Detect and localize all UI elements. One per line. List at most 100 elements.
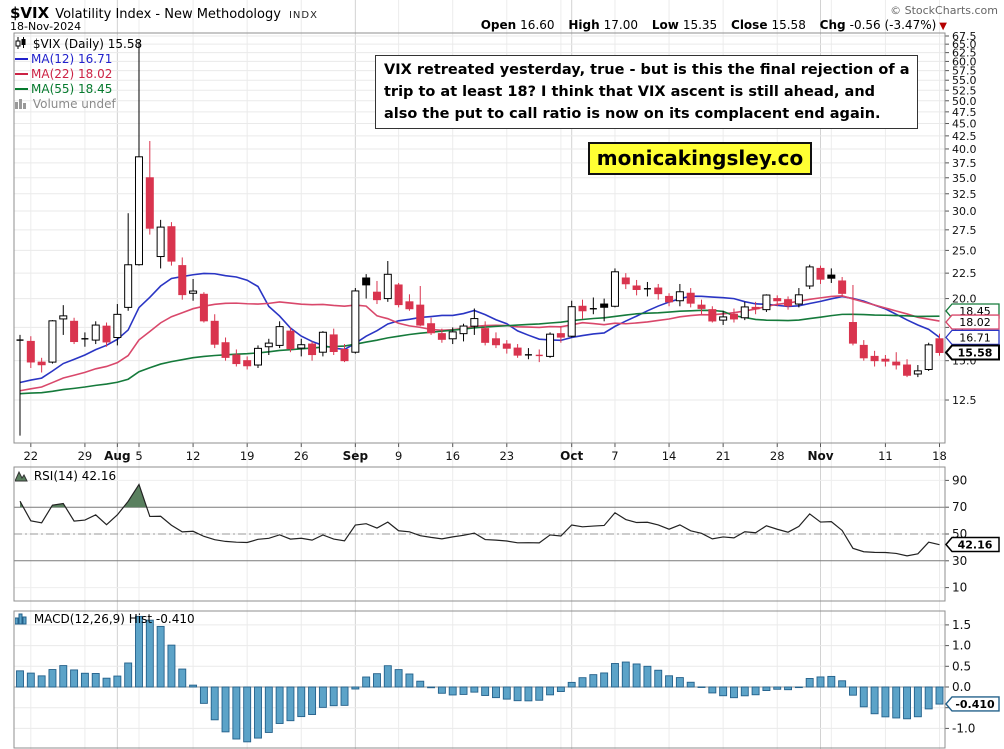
annotation-line: VIX retreated yesterday, true - but is t…: [384, 62, 910, 78]
open-label: Open: [480, 18, 517, 32]
svg-text:11: 11: [878, 449, 893, 463]
site-watermark: monicakingsley.co: [588, 142, 812, 175]
svg-text:19: 19: [240, 449, 255, 463]
svg-text:-1.0: -1.0: [952, 721, 975, 735]
svg-text:16.71: 16.71: [959, 331, 991, 344]
svg-text:47.5: 47.5: [952, 106, 977, 119]
svg-text:37.5: 37.5: [952, 157, 977, 170]
close-value: 15.58: [771, 18, 806, 32]
rsi-area-icon: [14, 470, 30, 485]
svg-text:12: 12: [186, 449, 201, 463]
svg-text:12.5: 12.5: [952, 394, 977, 407]
svg-text:Aug: Aug: [104, 449, 130, 463]
svg-text:60.0: 60.0: [952, 55, 977, 68]
svg-text:30: 30: [952, 554, 967, 568]
svg-text:35.0: 35.0: [952, 172, 977, 185]
ohlc-readout: Open 16.60 High 17.00 Low 15.35 Close 15.58 …: [481, 18, 947, 32]
legend-volume-row: Volume undef: [15, 97, 142, 112]
svg-text:25.0: 25.0: [952, 244, 977, 257]
svg-text:Oct: Oct: [560, 449, 583, 463]
ma12-line-icon: [15, 58, 28, 60]
svg-text:70: 70: [952, 500, 967, 514]
macd-label: MACD(12,26,9) Hist -0.410: [33, 612, 195, 626]
svg-text:1.0: 1.0: [952, 639, 971, 653]
macd-panel-header: MACD(12,26,9) Hist -0.410: [14, 612, 195, 628]
change-value: -0.56 (-3.47%): [849, 18, 937, 32]
symbol-title: $VIX: [10, 4, 50, 22]
ma22-line-icon: [15, 73, 28, 75]
svg-text:1.5: 1.5: [952, 618, 971, 632]
high-label: High: [568, 18, 600, 32]
rsi-panel-header: RSI(14) 42.16: [14, 469, 117, 485]
exchange-label: INDX: [288, 10, 318, 21]
svg-text:26: 26: [294, 449, 309, 463]
svg-text:15.58: 15.58: [958, 346, 993, 359]
rsi-label: RSI(14) 42.16: [33, 469, 117, 483]
chart-date: 18-Nov-2024: [10, 20, 82, 33]
low-value: 15.35: [682, 18, 718, 32]
chart-legend: $VIX (Daily) 15.58 MA(12) 16.71 MA(22) 1…: [15, 37, 142, 112]
svg-text:Nov: Nov: [807, 449, 833, 463]
svg-text:5: 5: [135, 449, 142, 463]
svg-text:22.5: 22.5: [952, 267, 977, 280]
annotation-box: VIX retreated yesterday, true - but is t…: [375, 55, 919, 129]
legend-ma12-label: MA(12) 16.71: [31, 52, 113, 66]
low-label: Low: [651, 18, 679, 32]
legend-ma12-row: MA(12) 16.71: [15, 52, 142, 67]
svg-text:16: 16: [445, 449, 460, 463]
svg-text:50.0: 50.0: [952, 95, 977, 108]
svg-text:23: 23: [499, 449, 514, 463]
legend-symbol-label: $VIX (Daily) 15.58: [32, 37, 143, 51]
legend-symbol-row: $VIX (Daily) 15.58: [15, 37, 142, 52]
svg-text:67.5: 67.5: [952, 30, 977, 43]
candlestick-icon: [15, 37, 29, 53]
macd-bars-icon: [14, 612, 30, 628]
change-down-icon: ▼: [939, 21, 947, 32]
chart-header: $VIX Volatility Index - New Methodology IN…: [10, 3, 318, 22]
svg-text:18.02: 18.02: [959, 316, 991, 329]
symbol-description: Volatility Index - New Methodology: [55, 7, 281, 22]
svg-text:32.5: 32.5: [952, 188, 977, 201]
svg-text:0.5: 0.5: [952, 659, 971, 673]
svg-text:57.5: 57.5: [952, 65, 977, 78]
legend-ma55-label: MA(55) 18.45: [31, 82, 113, 96]
svg-text:40.0: 40.0: [952, 143, 977, 156]
annotation-line: trip to at least 18? I think that VIX as…: [384, 84, 876, 100]
svg-text:20.0: 20.0: [952, 293, 977, 306]
svg-text:45.0: 45.0: [952, 118, 977, 131]
high-value: 17.00: [603, 18, 639, 32]
svg-text:28: 28: [770, 449, 785, 463]
svg-text:10: 10: [952, 581, 967, 595]
svg-text:42.16: 42.16: [958, 539, 993, 552]
svg-text:21: 21: [716, 449, 731, 463]
svg-text:0.0: 0.0: [952, 680, 971, 694]
ma55-line-icon: [15, 88, 28, 90]
svg-text:-0.410: -0.410: [955, 698, 995, 711]
change-label: Chg: [819, 18, 846, 32]
svg-text:7: 7: [611, 449, 618, 463]
svg-text:52.5: 52.5: [952, 84, 977, 97]
svg-text:9: 9: [395, 449, 402, 463]
volume-bars-icon: [15, 98, 29, 113]
svg-text:90: 90: [952, 473, 967, 487]
svg-text:65.0: 65.0: [952, 38, 977, 51]
svg-text:29: 29: [78, 449, 93, 463]
svg-text:22: 22: [23, 449, 38, 463]
svg-text:27.5: 27.5: [952, 224, 977, 237]
open-value: 16.60: [520, 18, 555, 32]
svg-text:18: 18: [932, 449, 947, 463]
svg-text:55.0: 55.0: [952, 74, 977, 87]
legend-volume-label: Volume undef: [32, 97, 116, 111]
close-label: Close: [731, 18, 768, 32]
annotation-line: also the put to call ratio is now on its…: [384, 106, 881, 122]
legend-ma22-row: MA(22) 18.02: [15, 67, 142, 82]
svg-text:62.5: 62.5: [952, 47, 977, 60]
legend-ma55-row: MA(55) 18.45: [15, 82, 142, 97]
stockcharts-copyright: © StockCharts.com: [890, 4, 998, 17]
legend-ma22-label: MA(22) 18.02: [31, 67, 113, 81]
svg-text:14: 14: [662, 449, 677, 463]
svg-text:42.5: 42.5: [952, 130, 977, 143]
svg-text:Sep: Sep: [343, 449, 369, 463]
svg-text:30.0: 30.0: [952, 205, 977, 218]
